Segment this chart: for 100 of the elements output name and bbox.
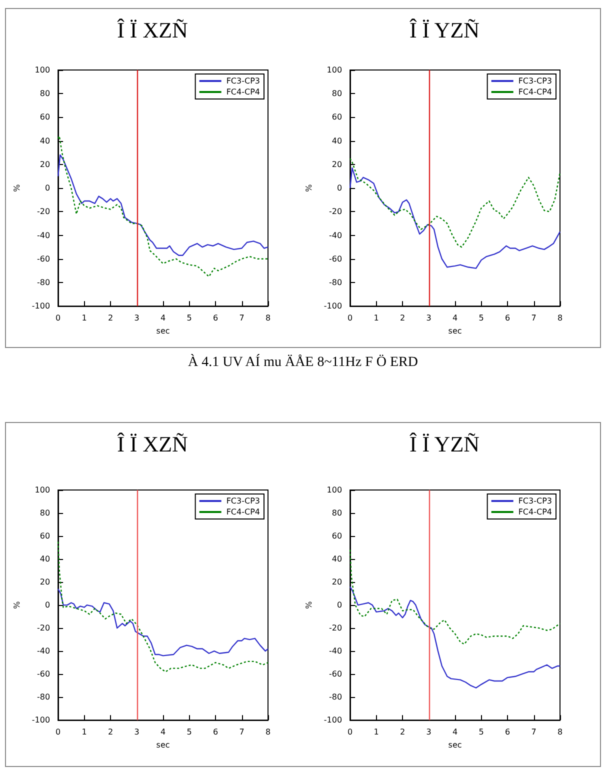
x-tick-label: 3 (426, 314, 432, 323)
y-tick-label: 20 (332, 578, 342, 587)
y-tick-label: -100 (32, 302, 50, 311)
y-tick-label: -60 (36, 254, 50, 264)
y-tick-label: -80 (36, 692, 50, 702)
y-tick-label: -40 (328, 646, 342, 656)
y-axis-title: % (12, 184, 22, 192)
x-tick-label: 4 (452, 728, 458, 737)
x-tick-label: 7 (531, 314, 536, 323)
y-tick-label: -20 (328, 624, 342, 633)
chart-title: Î Ï XZÑ (117, 432, 188, 456)
x-tick-label: 4 (160, 314, 166, 323)
x-tick-label: 6 (504, 314, 510, 323)
x-axis-title: sec (448, 740, 462, 750)
y-tick-label: 60 (40, 532, 50, 541)
line-series (57, 154, 269, 256)
y-tick-label: 80 (40, 89, 50, 98)
legend-label: FC4-CP4 (518, 508, 552, 516)
x-tick-label: 2 (108, 728, 114, 737)
line-series (57, 588, 269, 656)
x-tick-label: 0 (56, 728, 61, 737)
y-tick-label: -60 (328, 254, 342, 264)
line-series (57, 136, 269, 278)
y-tick-label: 100 (326, 486, 342, 494)
x-tick-label: 2 (400, 314, 406, 323)
y-tick-label: -80 (328, 692, 342, 702)
y-tick-label: 40 (40, 554, 50, 564)
y-tick-label: -100 (324, 716, 342, 725)
y-tick-label: 40 (332, 554, 342, 564)
y-tick-label: 20 (40, 160, 50, 169)
chart-title: Î Ï YZÑ (409, 18, 480, 42)
y-tick-label: -60 (36, 670, 50, 679)
x-tick-label: 8 (265, 314, 271, 323)
text: À 4.1 UV AÍ mu ÄÅE 8~11Hz F Ö ERD (186, 355, 419, 371)
x-axis-title: sec (156, 740, 170, 750)
y-axis-title: % (12, 600, 22, 609)
x-tick-label: 7 (239, 728, 244, 737)
legend-label: FC3-CP3 (226, 76, 260, 86)
line-series (349, 167, 561, 269)
y-tick-label: 20 (40, 578, 50, 587)
y-tick-label: 60 (332, 532, 342, 541)
y-tick-label: 40 (332, 136, 342, 146)
x-tick-label: 7 (239, 314, 244, 323)
y-tick-label: -100 (324, 302, 342, 311)
legend-label: FC3-CP3 (518, 496, 552, 506)
y-tick-label: 0 (44, 184, 50, 193)
chart-title: Î Ï XZÑ (117, 18, 188, 42)
line-series (349, 586, 561, 688)
y-tick-label: 100 (34, 486, 50, 494)
x-tick-label: 3 (134, 314, 140, 323)
y-tick-label: -100 (32, 716, 50, 725)
x-tick-label: 2 (400, 728, 406, 737)
y-tick-label: 0 (44, 600, 50, 610)
y-tick-label: 100 (326, 66, 342, 74)
y-tick-label: -20 (36, 624, 50, 633)
x-tick-label: 1 (82, 728, 87, 737)
x-tick-label: 4 (452, 314, 458, 323)
x-tick-label: 3 (134, 728, 140, 737)
y-tick-label: 80 (40, 508, 50, 518)
legend-label: FC4-CP4 (226, 88, 260, 96)
x-tick-label: 3 (426, 728, 432, 737)
x-tick-label: 8 (265, 728, 271, 737)
line-series (57, 541, 269, 672)
x-tick-label: 0 (56, 314, 61, 323)
x-tick-label: 8 (557, 728, 563, 737)
y-axis-title: % (304, 600, 314, 609)
y-tick-label: 60 (40, 112, 50, 122)
legend-label: FC4-CP4 (518, 88, 552, 96)
x-tick-label: 6 (212, 728, 218, 737)
y-tick-label: -60 (328, 670, 342, 679)
y-tick-label: -40 (328, 230, 342, 240)
legend-label: FC3-CP3 (518, 76, 552, 86)
y-tick-label: -40 (36, 230, 50, 240)
y-tick-label: 0 (336, 184, 342, 193)
x-axis-title: sec (448, 326, 462, 336)
y-tick-label: 0 (336, 600, 342, 610)
y-tick-label: 40 (40, 136, 50, 146)
y-tick-label: -40 (36, 646, 50, 656)
y-tick-label: 100 (34, 66, 50, 74)
x-tick-label: 2 (108, 314, 114, 323)
x-tick-label: 0 (348, 314, 353, 323)
y-tick-label: -80 (36, 278, 50, 287)
y-tick-label: 20 (332, 160, 342, 169)
legend-label: FC4-CP4 (226, 508, 260, 516)
x-tick-label: 5 (478, 728, 484, 737)
y-tick-label: 80 (332, 89, 342, 98)
x-tick-label: 8 (557, 314, 563, 323)
legend-label: FC3-CP3 (226, 496, 260, 506)
y-tick-label: 60 (332, 112, 342, 122)
x-tick-label: 0 (348, 728, 353, 737)
y-tick-label: 80 (332, 508, 342, 518)
y-tick-label: -20 (328, 207, 342, 216)
x-tick-label: 4 (160, 728, 166, 737)
y-axis-title: % (304, 184, 314, 192)
x-axis-title: sec (156, 326, 170, 336)
x-tick-label: 1 (374, 314, 379, 323)
chart-title: Î Ï YZÑ (409, 432, 480, 456)
y-tick-label: -20 (36, 207, 50, 216)
x-tick-label: 5 (186, 728, 192, 737)
x-tick-label: 6 (212, 314, 218, 323)
